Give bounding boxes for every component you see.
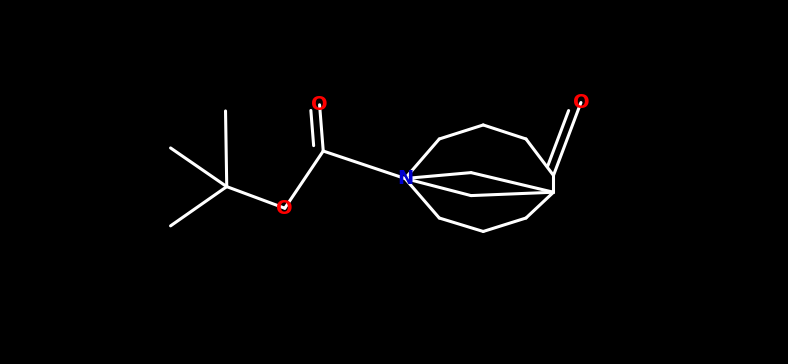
Text: O: O: [573, 93, 589, 112]
Text: O: O: [277, 199, 293, 218]
Text: N: N: [397, 169, 413, 188]
Text: O: O: [311, 95, 328, 114]
